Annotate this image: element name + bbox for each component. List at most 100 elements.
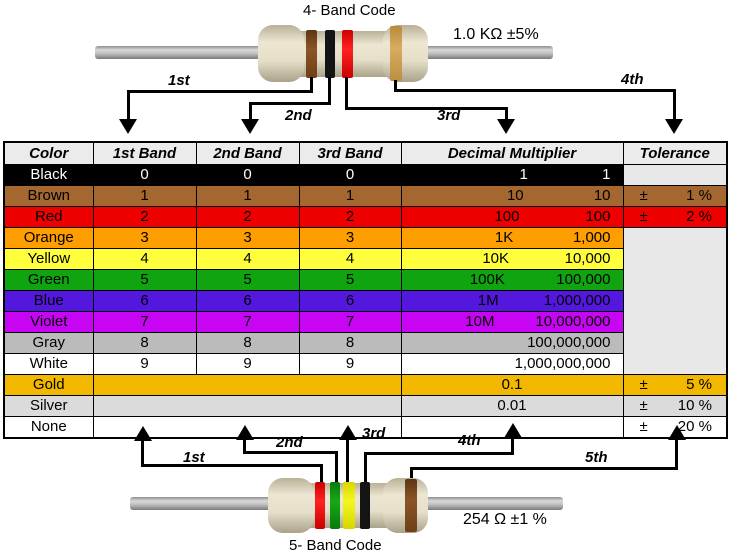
header-decimal-multiplier: Decimal Multiplier: [400, 141, 624, 165]
arrow-4th-bottom-label: 4th: [458, 432, 481, 449]
band1-cell: 7: [92, 311, 197, 333]
band1-cell: 6: [92, 290, 197, 312]
band-2-black: [325, 30, 335, 78]
row-red: Red 2 2 2 100 100 ±2 %: [3, 206, 728, 228]
band3-cell: 7: [298, 311, 402, 333]
band3-cell: 3: [298, 227, 402, 249]
band2-cell: 2: [195, 206, 300, 228]
band-3-yellow: [343, 482, 355, 529]
multiplier-cell: 10K 10,000: [400, 248, 624, 270]
band-2-green: [330, 482, 340, 529]
resistor-lead-left: [95, 46, 263, 59]
color-cell: White: [3, 353, 94, 375]
arrow-3rd-bottom-label: 3rd: [362, 425, 386, 442]
band-4-gold: [390, 26, 402, 81]
color-cell: Blue: [3, 290, 94, 312]
multiplier-cell: 1,000,000,000: [400, 353, 624, 375]
five-band-resistor: [0, 420, 729, 559]
resistor-lead-right: [424, 497, 563, 510]
color-cell: Violet: [3, 311, 94, 333]
multiplier-cell: 10 10: [400, 185, 624, 207]
resistor-lead-left: [130, 497, 275, 510]
color-code-table: Color 1st Band 2nd Band 3rd Band Decimal…: [3, 141, 728, 439]
band-4-black: [360, 482, 370, 529]
row-brown: Brown 1 1 1 10 10 ±1 %: [3, 185, 728, 207]
color-cell: Green: [3, 269, 94, 291]
bands-merged-cell: [92, 395, 402, 417]
color-cell: Brown: [3, 185, 94, 207]
arrow-3rd-top-label: 3rd: [437, 107, 461, 124]
resistor-lead-right: [424, 46, 553, 59]
band3-cell: 8: [298, 332, 402, 354]
color-cell: None: [3, 416, 94, 439]
band2-cell: 9: [195, 353, 300, 375]
header-3rd-band: 3rd Band: [298, 141, 402, 165]
band-5-brown: [405, 479, 417, 532]
band3-cell: 2: [298, 206, 402, 228]
header-1st-band: 1st Band: [92, 141, 197, 165]
row-orange: Orange 3 3 3 1K 1,000: [3, 227, 728, 375]
band2-cell: 1: [195, 185, 300, 207]
row-silver: Silver 0.01 ±10 %: [3, 395, 728, 417]
color-cell: Black: [3, 164, 94, 186]
band3-cell: 6: [298, 290, 402, 312]
tolerance-cell: ±2 %: [622, 206, 728, 228]
band2-cell: 6: [195, 290, 300, 312]
band3-cell: 9: [298, 353, 402, 375]
four-band-value: 1.0 KΩ ±5%: [453, 26, 539, 43]
band3-cell: 1: [298, 185, 402, 207]
multiplier-cell: 0.1: [400, 374, 624, 396]
band2-cell: 3: [195, 227, 300, 249]
band1-cell: 1: [92, 185, 197, 207]
color-cell: Red: [3, 206, 94, 228]
row-gold: Gold 0.1 ±5 %: [3, 374, 728, 396]
multiplier-cell: 100 100: [400, 206, 624, 228]
color-cell: Gray: [3, 332, 94, 354]
row-white: White 9 9 9 1,000,000,000: [3, 353, 727, 375]
band-1-red: [315, 482, 325, 529]
header-tolerance: Tolerance: [622, 141, 728, 165]
color-cell: Gold: [3, 374, 94, 396]
band2-cell: 0: [195, 164, 300, 186]
band1-cell: 4: [92, 248, 197, 270]
tolerance-empty-merged-cell: [622, 227, 728, 375]
row-yellow: Yellow 4 4 4 10K 10,000: [3, 248, 727, 270]
tolerance-cell: ±10 %: [622, 395, 728, 417]
arrow-4th-top-label: 4th: [621, 71, 644, 88]
color-cell: Yellow: [3, 248, 94, 270]
band1-cell: 3: [92, 227, 197, 249]
band2-cell: 7: [195, 311, 300, 333]
bands-merged-cell: [92, 374, 402, 396]
row-violet: Violet 7 7 7 10M 10,000,000: [3, 311, 727, 333]
four-band-resistor: [0, 0, 729, 140]
four-band-title: 4- Band Code: [303, 2, 396, 19]
five-band-value: 254 Ω ±1 %: [463, 511, 547, 528]
color-cell: Orange: [3, 227, 94, 249]
band1-cell: 2: [92, 206, 197, 228]
row-gray: Gray 8 8 8 100,000,000: [3, 332, 727, 354]
arrow-2nd-bottom-label: 2nd: [276, 434, 303, 451]
multiplier-cell: 0.01: [400, 395, 624, 417]
band2-cell: 8: [195, 332, 300, 354]
tolerance-cell: ±5 %: [622, 374, 728, 396]
band1-cell: 0: [92, 164, 197, 186]
band1-cell: 9: [92, 353, 197, 375]
row-green: Green 5 5 5 100K 100,000: [3, 269, 727, 291]
multiplier-cell: 100K 100,000: [400, 269, 624, 291]
multiplier-cell: 1M 1,000,000: [400, 290, 624, 312]
band-3-red: [342, 30, 353, 78]
band3-cell: 5: [298, 269, 402, 291]
resistor-body-left-cap: [258, 25, 304, 82]
color-cell: Silver: [3, 395, 94, 417]
resistor-body-left-cap: [268, 478, 314, 533]
multiplier-cell: 10M 10,000,000: [400, 311, 624, 333]
header-color: Color: [3, 141, 94, 165]
band-1-brown: [306, 30, 317, 78]
band1-cell: 8: [92, 332, 197, 354]
band3-cell: 4: [298, 248, 402, 270]
header-2nd-band: 2nd Band: [195, 141, 300, 165]
arrow-2nd-top-label: 2nd: [285, 107, 312, 124]
